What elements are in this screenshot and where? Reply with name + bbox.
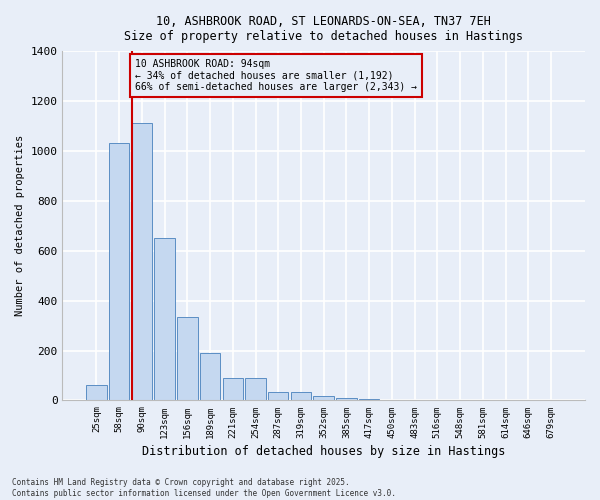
Bar	[109, 144, 130, 400]
Bar	[291, 392, 311, 400]
Text: 10 ASHBROOK ROAD: 94sqm
← 34% of detached houses are smaller (1,192)
66% of semi: 10 ASHBROOK ROAD: 94sqm ← 34% of detache…	[135, 58, 417, 92]
Bar	[200, 353, 220, 401]
Bar	[245, 378, 266, 400]
Text: Contains HM Land Registry data © Crown copyright and database right 2025.
Contai: Contains HM Land Registry data © Crown c…	[12, 478, 396, 498]
Bar	[223, 378, 243, 400]
Y-axis label: Number of detached properties: Number of detached properties	[15, 135, 25, 316]
X-axis label: Distribution of detached houses by size in Hastings: Distribution of detached houses by size …	[142, 444, 505, 458]
Bar	[154, 238, 175, 400]
Bar	[359, 398, 379, 400]
Bar	[313, 396, 334, 400]
Bar	[86, 384, 107, 400]
Bar	[177, 317, 197, 400]
Bar	[336, 398, 356, 400]
Bar	[131, 124, 152, 400]
Bar	[268, 392, 289, 400]
Title: 10, ASHBROOK ROAD, ST LEONARDS-ON-SEA, TN37 7EH
Size of property relative to det: 10, ASHBROOK ROAD, ST LEONARDS-ON-SEA, T…	[124, 15, 523, 43]
